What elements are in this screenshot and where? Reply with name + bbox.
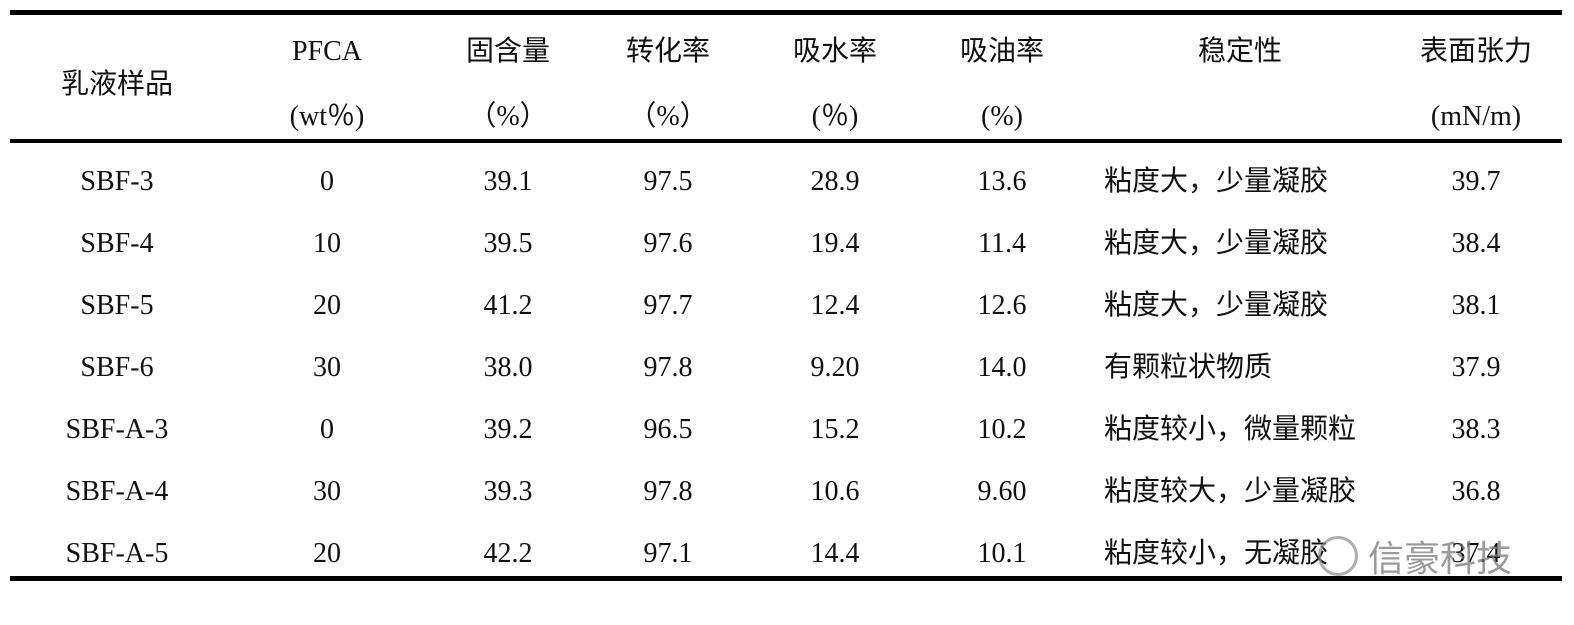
table-cell: 96.5 (643, 414, 693, 445)
column-header: (wt％) (289, 101, 365, 132)
table-cell: 38.3 (1451, 414, 1501, 445)
table-cell: 14.4 (810, 538, 860, 569)
table-cell: 97.8 (643, 476, 693, 507)
table-cell: 有颗粒状物质 (1104, 352, 1273, 383)
watermark-icon (1318, 536, 1358, 576)
table-cell: SBF-4 (80, 228, 154, 259)
table-cell: 粘度大，少量凝胶 (1104, 228, 1329, 259)
table-cell: 粘度较大，少量凝胶 (1104, 476, 1357, 507)
column-header: 转化率 (625, 36, 711, 67)
table-cell: 粘度较小，无凝胶 (1104, 538, 1329, 569)
top-rule (10, 10, 1562, 15)
table-cell: SBF-6 (80, 352, 154, 383)
table-cell: 15.2 (810, 414, 860, 445)
table-cell: SBF-A-4 (65, 476, 169, 507)
watermark: 信豪科技 (1318, 530, 1512, 582)
table-cell: 37.9 (1451, 352, 1501, 383)
column-header: 吸水率 (792, 36, 878, 67)
table-cell: 39.3 (483, 476, 533, 507)
table-cell: 97.1 (643, 538, 693, 569)
table-cell: 38.4 (1451, 228, 1501, 259)
table-cell: 39.7 (1451, 166, 1501, 197)
table-cell: 0 (320, 166, 334, 197)
table-cell: 38.0 (483, 352, 533, 383)
table-cell: SBF-A-5 (65, 538, 169, 569)
table-cell: 9.60 (977, 476, 1027, 507)
bottom-rule (10, 576, 1562, 581)
column-header: 稳定性 (1197, 36, 1283, 67)
table-cell: SBF-3 (80, 166, 154, 197)
table-cell: 39.5 (483, 228, 533, 259)
table-cell: 20 (313, 538, 341, 569)
table-cell: 97.6 (643, 228, 693, 259)
table-cell: 10 (313, 228, 341, 259)
column-header: (mN/m) (1430, 101, 1522, 132)
table-cell: 10.2 (977, 414, 1027, 445)
column-header: 乳液样品 (60, 69, 174, 100)
table-cell: 11.4 (978, 228, 1026, 259)
watermark-text: 信豪科技 (1368, 539, 1513, 580)
table-cell: 13.6 (977, 166, 1027, 197)
table-cell: SBF-5 (80, 290, 154, 321)
table-cell: 36.8 (1451, 476, 1501, 507)
column-header: (％) (811, 101, 859, 132)
table-cell: 30 (313, 476, 341, 507)
table-cell: 10.1 (977, 538, 1027, 569)
table-cell: 97.5 (643, 166, 693, 197)
table-cell: 39.2 (483, 414, 533, 445)
column-header: (%) (981, 101, 1023, 132)
table-cell: 0 (320, 414, 334, 445)
table-cell: 38.1 (1451, 290, 1501, 321)
table-cell: 20 (313, 290, 341, 321)
table-cell: 42.2 (483, 538, 533, 569)
column-header: （%） (628, 101, 708, 132)
table-cell: 粘度大，少量凝胶 (1104, 290, 1329, 321)
table-cell: 12.6 (977, 290, 1027, 321)
table-cell: 14.0 (977, 352, 1027, 383)
table-cell: 97.7 (643, 290, 693, 321)
column-header: 吸油率 (959, 36, 1045, 67)
header-rule (10, 139, 1562, 143)
table-cell: 12.4 (810, 290, 860, 321)
table-cell: 37.4 (1451, 538, 1501, 569)
table-cell: 97.8 (643, 352, 693, 383)
table-cell: 28.9 (810, 166, 860, 197)
table-cell: SBF-A-3 (65, 414, 169, 445)
table-cell: 41.2 (483, 290, 533, 321)
table-cell: 30 (313, 352, 341, 383)
table-cell: 39.1 (483, 166, 533, 197)
column-header: 固含量 (465, 36, 551, 67)
table-cell: 10.6 (810, 476, 860, 507)
table-cell: 9.20 (810, 352, 860, 383)
column-header: PFCA (291, 36, 363, 67)
table-cell: 粘度大，少量凝胶 (1104, 166, 1329, 197)
column-header: （%） (468, 101, 548, 132)
table-cell: 粘度较小，微量颗粒 (1104, 414, 1357, 445)
table-cell: 19.4 (810, 228, 860, 259)
column-header: 表面张力 (1419, 36, 1533, 67)
